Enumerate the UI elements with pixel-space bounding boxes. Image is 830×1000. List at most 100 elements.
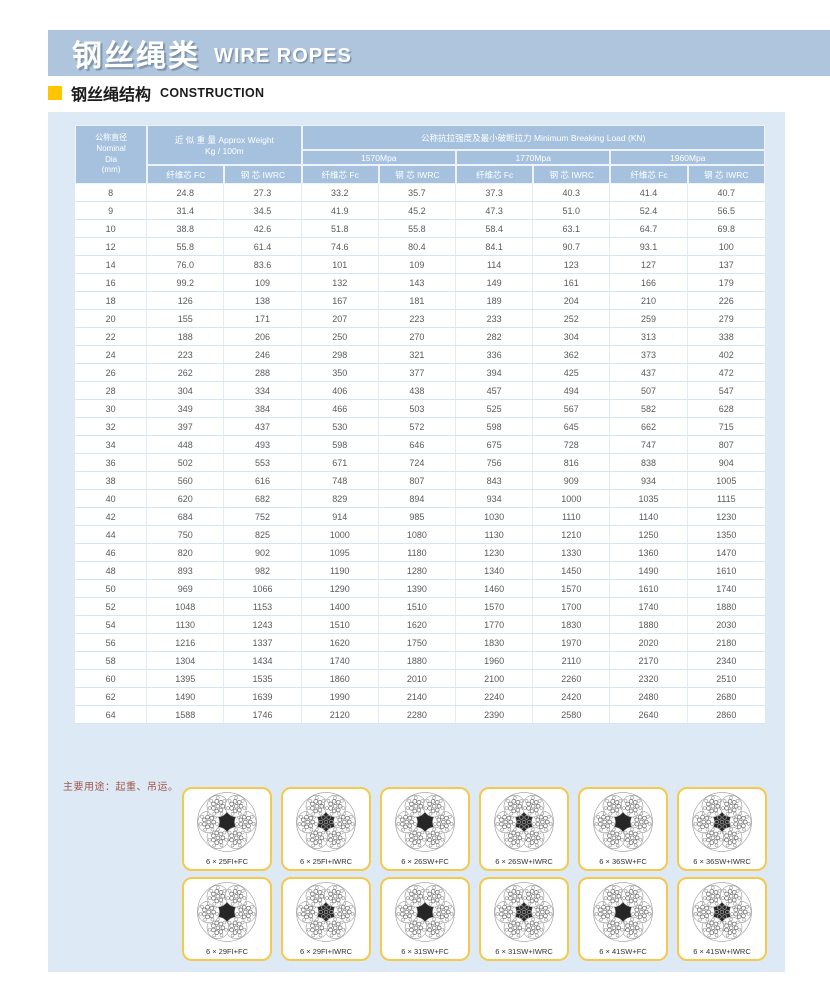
value-cell: 472 <box>687 364 765 382</box>
value-cell: 1740 <box>301 652 379 670</box>
col-header-breaking-load: 公称抗拉强度及最小破断拉力 Minimum Breaking Load (KN) <box>301 125 765 150</box>
value-cell: 1130 <box>456 526 534 544</box>
value-cell: 123 <box>533 256 611 274</box>
rope-construction-label: 6 × 26SW+IWRC <box>495 857 553 866</box>
value-cell: 1610 <box>687 562 765 580</box>
table-row: 42 684 752 914 985 1030 1110 1140 1230 <box>75 508 765 526</box>
value-cell: 51.0 <box>533 202 611 220</box>
rope-card: 6 × 29FI+FC <box>182 877 272 961</box>
section-heading: 钢丝绳结构 CONSTRUCTION <box>48 83 264 104</box>
value-cell: 1130 <box>147 616 225 634</box>
table-row: 20 155 171 207 223 233 252 259 279 <box>75 310 765 328</box>
value-cell: 2170 <box>610 652 688 670</box>
value-cell: 1570 <box>456 598 534 616</box>
value-cell: 1960 <box>456 652 534 670</box>
value-cell: 1230 <box>687 508 765 526</box>
value-cell: 1180 <box>378 544 457 562</box>
value-cell: 1880 <box>610 616 688 634</box>
value-cell: 2680 <box>687 688 765 706</box>
value-cell: 233 <box>456 310 534 328</box>
value-cell: 31.4 <box>147 202 225 220</box>
value-cell: 1434 <box>224 652 302 670</box>
value-cell: 1450 <box>533 562 611 580</box>
value-cell: 349 <box>147 400 225 418</box>
value-cell: 51.8 <box>301 220 379 238</box>
value-cell: 58.4 <box>456 220 534 238</box>
value-cell: 1280 <box>378 562 457 580</box>
rope-card: 6 × 31SW+FC <box>380 877 470 961</box>
value-cell: 752 <box>224 508 302 526</box>
value-cell: 2010 <box>378 670 457 688</box>
value-cell: 2120 <box>301 706 379 724</box>
value-cell: 69.8 <box>687 220 765 238</box>
value-cell: 807 <box>378 472 457 490</box>
value-cell: 1000 <box>301 526 379 544</box>
value-cell: 1610 <box>610 580 688 598</box>
value-cell: 893 <box>147 562 225 580</box>
value-cell: 1750 <box>378 634 457 652</box>
subheader-fc: 纤维芯 FC <box>147 165 225 184</box>
rope-card: 6 × 41SW+IWRC <box>677 877 767 961</box>
diameter-cell: 64 <box>75 706 148 724</box>
diameter-cell: 9 <box>75 202 148 220</box>
value-cell: 748 <box>301 472 379 490</box>
value-cell: 1350 <box>687 526 765 544</box>
value-cell: 724 <box>378 454 457 472</box>
table-row: 28 304 334 406 438 457 494 507 547 <box>75 382 765 400</box>
rope-cross-section-icon <box>592 881 654 943</box>
value-cell: 982 <box>224 562 302 580</box>
section-title-zh: 钢丝绳结构 <box>71 87 152 104</box>
value-cell: 24.8 <box>147 184 225 202</box>
value-cell: 138 <box>224 292 302 310</box>
table-row: 60 1395 1535 1860 2010 2100 2260 2320 2510 <box>75 670 765 688</box>
value-cell: 74.6 <box>301 238 379 256</box>
col-header-nominal-dia: 公称直径 Nominal Dia (mm) <box>75 125 148 184</box>
rope-cross-section-icon <box>493 881 555 943</box>
rope-cross-section-icon <box>394 881 456 943</box>
value-cell: 820 <box>147 544 225 562</box>
value-cell: 2420 <box>533 688 611 706</box>
value-cell: 99.2 <box>147 274 225 292</box>
value-cell: 1153 <box>224 598 302 616</box>
value-cell: 1110 <box>533 508 611 526</box>
value-cell: 2110 <box>533 652 611 670</box>
rope-cross-section-icon <box>295 791 357 853</box>
rope-card: 6 × 25FI+FC <box>182 787 272 871</box>
header-row-2: 1570Mpa 1770Mpa 1960Mpa <box>75 150 765 165</box>
value-cell: 838 <box>610 454 688 472</box>
value-cell: 1360 <box>610 544 688 562</box>
value-cell: 628 <box>687 400 765 418</box>
value-cell: 1115 <box>687 490 765 508</box>
table-row: 58 1304 1434 1740 1880 1960 2110 2170 2340 <box>75 652 765 670</box>
rope-card: 6 × 26SW+FC <box>380 787 470 871</box>
subheader-fc: 纤维芯 Fc <box>456 165 534 184</box>
diameter-cell: 8 <box>75 184 148 202</box>
table-row: 24 223 246 298 321 336 362 373 402 <box>75 346 765 364</box>
rope-cross-section-icon <box>691 791 753 853</box>
value-cell: 56.5 <box>687 202 765 220</box>
value-cell: 338 <box>687 328 765 346</box>
value-cell: 1460 <box>456 580 534 598</box>
value-cell: 829 <box>301 490 379 508</box>
value-cell: 166 <box>610 274 688 292</box>
rope-construction-label: 6 × 29FI+IWRC <box>299 947 353 956</box>
value-cell: 525 <box>456 400 534 418</box>
value-cell: 2240 <box>456 688 534 706</box>
value-cell: 100 <box>687 238 765 256</box>
value-cell: 914 <box>301 508 379 526</box>
value-cell: 1490 <box>147 688 225 706</box>
value-cell: 1746 <box>224 706 302 724</box>
subheader-iwrc: 钢 芯 IWRC <box>224 165 302 184</box>
value-cell: 2390 <box>456 706 534 724</box>
value-cell: 42.6 <box>224 220 302 238</box>
value-cell: 52.4 <box>610 202 688 220</box>
weight-header-line: Kg / 100m <box>205 146 244 156</box>
rope-construction-label: 6 × 36SW+FC <box>599 857 647 866</box>
value-cell: 1990 <box>301 688 379 706</box>
value-cell: 127 <box>610 256 688 274</box>
value-cell: 93.1 <box>610 238 688 256</box>
value-cell: 1210 <box>533 526 611 544</box>
table-row: 50 969 1066 1290 1390 1460 1570 1610 1740 <box>75 580 765 598</box>
value-cell: 406 <box>301 382 379 400</box>
weight-header-line: 近 似 重 量 Approx Weight <box>174 135 274 145</box>
